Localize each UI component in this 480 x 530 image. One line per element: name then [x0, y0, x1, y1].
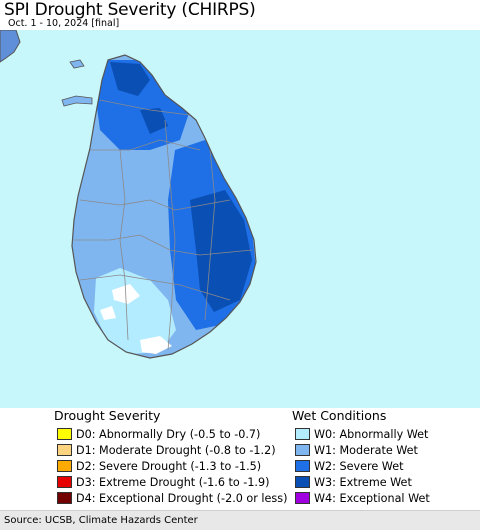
zone-w3-north-2	[140, 108, 168, 134]
legend-swatch-d4	[57, 492, 72, 504]
map-subtitle: Oct. 1 - 10, 2024 [final]	[8, 18, 120, 29]
zone-w3-east	[190, 190, 252, 312]
district-boundaries	[74, 99, 253, 351]
legend-item-w1: W1: Moderate Wet	[295, 442, 430, 458]
legend-swatch-d2	[57, 460, 72, 472]
legend-item-d4: D4: Exceptional Drought (-2.0 or less)	[57, 490, 287, 506]
sri-lanka-map	[0, 30, 257, 359]
legend-swatch-w2	[295, 460, 310, 472]
legend-swatch-d0	[57, 428, 72, 440]
legend-label-d2: D2: Severe Drought (-1.3 to -1.5)	[76, 459, 262, 473]
zone-w3-north	[110, 62, 150, 96]
drought-legend-heading: Drought Severity	[54, 408, 161, 423]
jaffna-islet-shape	[69, 59, 85, 69]
zone-normal-3	[100, 306, 116, 320]
legend-item-d0: D0: Abnormally Dry (-0.5 to -0.7)	[57, 426, 287, 442]
legend-swatch-w0	[295, 428, 310, 440]
source-credit: Source: UCSB, Climate Hazards Center	[0, 510, 480, 530]
legend-item-d2: D2: Severe Drought (-1.3 to -1.5)	[57, 458, 287, 474]
drought-map	[0, 30, 480, 408]
legend-swatch-w3	[295, 476, 310, 488]
zone-normal-2	[140, 336, 172, 354]
map-title: SPI Drought Severity (CHIRPS)	[4, 0, 256, 20]
legend-item-d1: D1: Moderate Drought (-0.8 to -1.2)	[57, 442, 287, 458]
legend-label-w0: W0: Abnormally Wet	[314, 427, 429, 441]
legend-item-w3: W3: Extreme Wet	[295, 474, 430, 490]
mannar-island-shape	[61, 95, 93, 107]
legend-label-w1: W1: Moderate Wet	[314, 443, 418, 457]
legend-label-w3: W3: Extreme Wet	[314, 475, 412, 489]
legend-label-d3: D3: Extreme Drought (-1.6 to -1.9)	[76, 475, 270, 489]
legend-item-w2: W2: Severe Wet	[295, 458, 430, 474]
wet-legend-list: W0: Abnormally Wet W1: Moderate Wet W2: …	[295, 426, 430, 506]
legend-swatch-d3	[57, 476, 72, 488]
legend-swatch-w1	[295, 444, 310, 456]
legend-item-d3: D3: Extreme Drought (-1.6 to -1.9)	[57, 474, 287, 490]
legend-swatch-w4	[295, 492, 310, 504]
legend-label-d1: D1: Moderate Drought (-0.8 to -1.2)	[76, 443, 276, 457]
legend-item-w4: W4: Exceptional Wet	[295, 490, 430, 506]
drought-legend-list: D0: Abnormally Dry (-0.5 to -0.7) D1: Mo…	[57, 426, 287, 506]
legend-item-w0: W0: Abnormally Wet	[295, 426, 430, 442]
wet-legend-heading: Wet Conditions	[292, 408, 387, 423]
legend-label-d0: D0: Abnormally Dry (-0.5 to -0.7)	[76, 427, 261, 441]
legend-label-w2: W2: Severe Wet	[314, 459, 404, 473]
legend-label-w4: W4: Exceptional Wet	[314, 491, 430, 505]
legend-label-d4: D4: Exceptional Drought (-2.0 or less)	[76, 491, 288, 505]
mainland-india-shape	[0, 30, 21, 63]
legend-swatch-d1	[57, 444, 72, 456]
